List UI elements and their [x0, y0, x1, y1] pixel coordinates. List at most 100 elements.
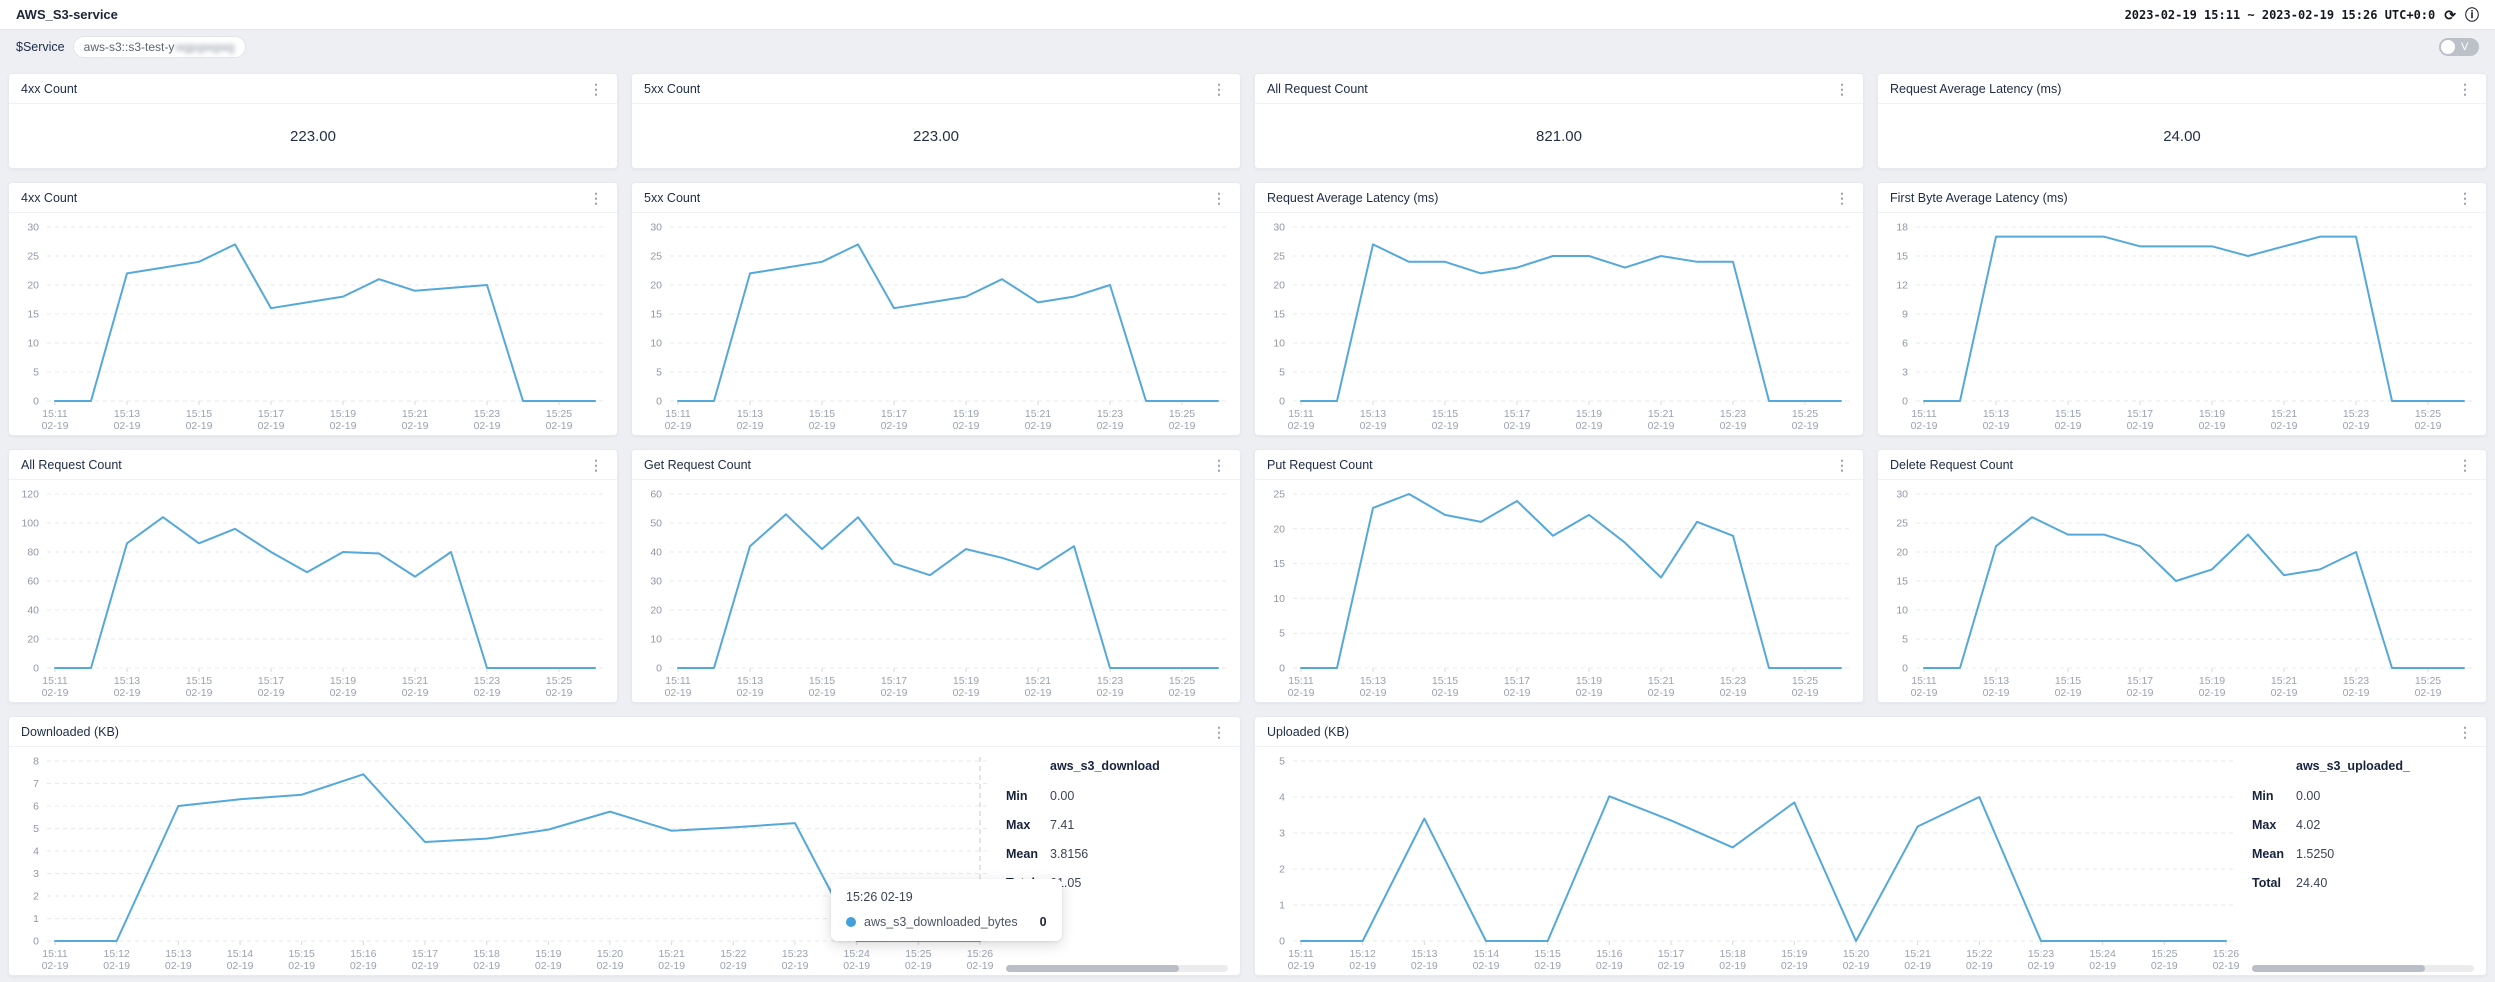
svg-text:60: 60	[27, 576, 39, 588]
svg-text:15:11: 15:11	[1288, 408, 1314, 420]
time-range-picker[interactable]: 2023-02-19 15:11 ~ 2023-02-19 15:26 UTC+…	[2125, 8, 2436, 22]
stats-scrollbar-thumb[interactable]	[1006, 965, 1180, 972]
svg-text:15:15: 15:15	[289, 948, 315, 960]
svg-text:02-19: 02-19	[953, 687, 980, 699]
line-chart[interactable]: 0 5 10 15 20 25 30 15:11 02-19 15:13 02-19 15:15 02-…	[1878, 480, 2486, 707]
svg-text:02-19: 02-19	[330, 420, 357, 432]
stats-scrollbar-thumb[interactable]	[2252, 965, 2426, 972]
svg-text:02-19: 02-19	[546, 687, 573, 699]
panel-menu-icon[interactable]: ⋮	[1212, 80, 1226, 97]
svg-text:0: 0	[33, 663, 39, 675]
svg-text:15:17: 15:17	[1658, 948, 1684, 960]
svg-text:15:20: 15:20	[1843, 948, 1869, 960]
panel-menu-icon[interactable]: ⋮	[1835, 80, 1849, 97]
panel-menu-icon[interactable]: ⋮	[589, 189, 603, 206]
svg-text:02-19: 02-19	[2199, 420, 2226, 432]
filter-bar: $Service aws-s3::s3-test-y wgpgwgwg V	[0, 30, 2495, 64]
svg-text:15:24: 15:24	[2090, 948, 2116, 960]
svg-text:0: 0	[656, 663, 662, 675]
panel-chart-uploaded: Uploaded (KB) ⋮ 0 1 2 3 4 5 15:11 02-19 15:12 02-1…	[1254, 716, 2487, 976]
panel-chart-delete-request: Delete Request Count ⋮ 0 5 10 15 20 25 30 15:11 0…	[1877, 449, 2487, 703]
line-chart-svg: 01234515:1102-1915:1202-1915:1302-1915:1…	[1279, 756, 2240, 973]
svg-text:02-19: 02-19	[1473, 960, 1500, 972]
svg-text:15:15: 15:15	[1432, 675, 1458, 687]
line-chart[interactable]: 0 5 10 15 20 25 30 15:11 02-19 15:13 02-19 15:15 02-…	[9, 213, 617, 440]
svg-text:15:21: 15:21	[402, 675, 428, 687]
svg-text:15:21: 15:21	[1025, 408, 1051, 420]
stat-label: Mean	[1006, 847, 1038, 861]
svg-text:02-19: 02-19	[1025, 420, 1052, 432]
line-chart[interactable]: 0 3 6 9 12 15 18 15:11 02-19 15:13 02-19 15:15 02-19…	[1878, 213, 2486, 440]
svg-text:15:18: 15:18	[1720, 948, 1746, 960]
stats-scrollbar[interactable]	[2252, 965, 2474, 972]
panel-chart-all-request: All Request Count ⋮ 0 20 40 60 80 100 120 15:11 0…	[8, 449, 618, 703]
line-chart[interactable]: 0 1 2 3 4 5 6 7 8 15:11 02-19 15:12 02-19 15:13 02-19 1…	[9, 747, 1002, 980]
svg-text:15:18: 15:18	[474, 948, 500, 960]
line-chart[interactable]: 0 1 2 3 4 5 15:11 02-19 15:12 02-19 15:13 02-19 15:1…	[1255, 747, 2248, 980]
dashboard-grid: 4xx Count ⋮ 223.00 5xx Count ⋮ 223.00 All …	[0, 64, 2495, 976]
svg-text:15:15: 15:15	[809, 408, 835, 420]
panel-chart-request-latency: Request Average Latency (ms) ⋮ 0 5 10 15 20 25…	[1254, 182, 1864, 436]
line-chart[interactable]: 0 20 40 60 80 100 120 15:11 02-19 15:13 02-19 15:15…	[9, 480, 617, 707]
svg-text:02-19: 02-19	[350, 960, 377, 972]
panel-menu-icon[interactable]: ⋮	[589, 456, 603, 473]
svg-text:02-19: 02-19	[665, 420, 692, 432]
line-chart[interactable]: 0 10 20 30 40 50 60 15:11 02-19 15:13 02-19 15:15 02…	[632, 480, 1240, 707]
stat-value: 821.00	[1536, 127, 1582, 145]
svg-text:15:11: 15:11	[42, 948, 68, 960]
time-range-text: 2023-02-19 15:11 ~ 2023-02-19 15:26	[2124, 7, 2378, 22]
view-toggle[interactable]: V	[2439, 38, 2479, 56]
series-stats: aws_s3_uploaded_ Min 0.00 Max 4.02 Mean 1.5…	[2248, 747, 2486, 980]
svg-text:02-19: 02-19	[782, 960, 809, 972]
panel-menu-icon[interactable]: ⋮	[1212, 189, 1226, 206]
svg-text:15:11: 15:11	[42, 675, 68, 687]
svg-text:3: 3	[1902, 367, 1908, 379]
panel-menu-icon[interactable]: ⋮	[1835, 189, 1849, 206]
svg-text:02-19: 02-19	[2089, 960, 2116, 972]
series-line	[1923, 516, 2465, 669]
line-chart[interactable]: 0 5 10 15 20 25 15:11 02-19 15:13 02-19 15:15 02-19…	[1255, 480, 1863, 707]
panel-menu-icon[interactable]: ⋮	[1212, 456, 1226, 473]
svg-text:15:13: 15:13	[737, 675, 763, 687]
svg-text:10: 10	[1273, 338, 1285, 350]
panel-menu-icon[interactable]: ⋮	[2458, 189, 2472, 206]
info-icon[interactable]: ⓘ	[2465, 6, 2479, 23]
service-variable-input[interactable]: aws-s3::s3-test-y wgpgwgwg	[72, 36, 246, 58]
svg-text:15:14: 15:14	[1473, 948, 1499, 960]
svg-text:02-19: 02-19	[165, 960, 192, 972]
svg-text:25: 25	[1273, 251, 1285, 263]
line-chart-svg: 051015202515:1102-1915:1302-1915:1502-19…	[1273, 489, 1849, 699]
panel-menu-icon[interactable]: ⋮	[589, 80, 603, 97]
panel-menu-icon[interactable]: ⋮	[1212, 723, 1226, 740]
svg-text:15:21: 15:21	[1648, 408, 1674, 420]
svg-text:02-19: 02-19	[1288, 960, 1315, 972]
svg-text:20: 20	[650, 605, 662, 617]
svg-text:0: 0	[1279, 936, 1285, 948]
svg-text:15:15: 15:15	[186, 408, 212, 420]
top-bar: AWS_S3-service 2023-02-19 15:11 ~ 2023-0…	[0, 0, 2495, 30]
stats-scrollbar[interactable]	[1006, 965, 1228, 972]
stat-mean: 3.8156	[1050, 847, 1089, 861]
line-chart[interactable]: 0 5 10 15 20 25 30 15:11 02-19 15:13 02-19 15:15 02-…	[632, 213, 1240, 440]
svg-text:02-19: 02-19	[1169, 687, 1196, 699]
stat-row: 4xx Count ⋮ 223.00 5xx Count ⋮ 223.00 All …	[8, 73, 2487, 169]
svg-text:15:13: 15:13	[1411, 948, 1437, 960]
svg-text:3: 3	[1279, 828, 1285, 840]
panel-menu-icon[interactable]: ⋮	[2458, 723, 2472, 740]
series-name: aws_s3_uploaded_	[2296, 759, 2410, 773]
svg-text:15:24: 15:24	[844, 948, 870, 960]
panel-menu-icon[interactable]: ⋮	[1835, 456, 1849, 473]
panel-title: 5xx Count	[644, 81, 701, 96]
svg-text:02-19: 02-19	[737, 420, 764, 432]
series-name: aws_s3_download	[1050, 759, 1160, 773]
svg-text:02-19: 02-19	[658, 960, 685, 972]
panel-menu-icon[interactable]: ⋮	[2458, 456, 2472, 473]
refresh-icon[interactable]: ⟳	[2444, 6, 2456, 23]
svg-text:02-19: 02-19	[1288, 687, 1315, 699]
line-chart[interactable]: 0 5 10 15 20 25 30 15:11 02-19 15:13 02-19 15:15 02-…	[1255, 213, 1863, 440]
svg-text:5: 5	[1279, 756, 1285, 768]
svg-text:15:25: 15:25	[2415, 408, 2441, 420]
panel-menu-icon[interactable]: ⋮	[2458, 80, 2472, 97]
svg-text:02-19: 02-19	[2213, 960, 2240, 972]
svg-text:02-19: 02-19	[330, 687, 357, 699]
